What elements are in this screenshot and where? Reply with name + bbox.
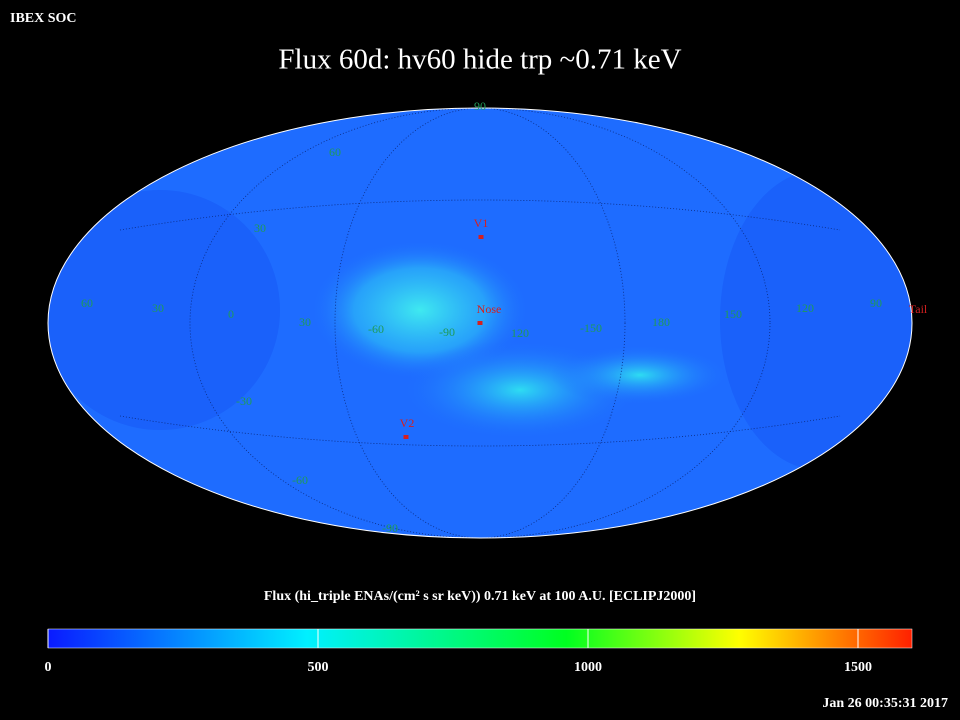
map-outline — [47, 107, 913, 539]
grid-label: 180 — [652, 315, 670, 329]
grid-label: 60 — [81, 296, 93, 310]
colorbar-tick-label: 1500 — [844, 660, 872, 675]
grid-label: 150 — [724, 307, 742, 321]
grid-label: 90 — [474, 99, 486, 113]
marker — [403, 435, 409, 439]
timestamp: Jan 26 00:35:31 2017 — [822, 696, 948, 711]
sky-map — [48, 108, 912, 538]
colorbar — [47, 628, 913, 649]
grid-label: -60 — [368, 322, 384, 336]
title: Flux 60d: hv60 hide trp ~0.71 keV — [278, 44, 681, 76]
grid-label: -60 — [292, 473, 308, 487]
grid-label: -90 — [382, 521, 398, 535]
marker — [477, 321, 483, 325]
grid-label: 120 — [511, 326, 529, 340]
marker-label: Nose — [477, 302, 502, 316]
marker-label: V2 — [400, 416, 415, 430]
colorbar-label: Flux (hi_triple ENAs/(cm² s sr keV)) 0.7… — [264, 589, 696, 604]
source: IBEX SOC — [10, 11, 77, 26]
grid-label: 30 — [299, 315, 311, 329]
colorbar-tick-label: 1000 — [574, 660, 602, 675]
marker-label: V1 — [474, 216, 489, 230]
grid-label: 30 — [152, 301, 164, 315]
marker — [478, 235, 484, 239]
grid-label: 60 — [329, 145, 341, 159]
grid-label: 0 — [228, 307, 234, 321]
colorbar-tick-label: 500 — [308, 660, 329, 675]
grid-label: -150 — [580, 321, 602, 335]
grid-label: 120 — [796, 301, 814, 315]
grid-label: -30 — [236, 394, 252, 408]
edge-label: Tail — [909, 302, 928, 316]
grid-label: 30 — [254, 221, 266, 235]
grid-label: 90 — [870, 296, 882, 310]
colorbar-tick-label: 0 — [45, 660, 52, 675]
grid-label: -90 — [439, 325, 455, 339]
